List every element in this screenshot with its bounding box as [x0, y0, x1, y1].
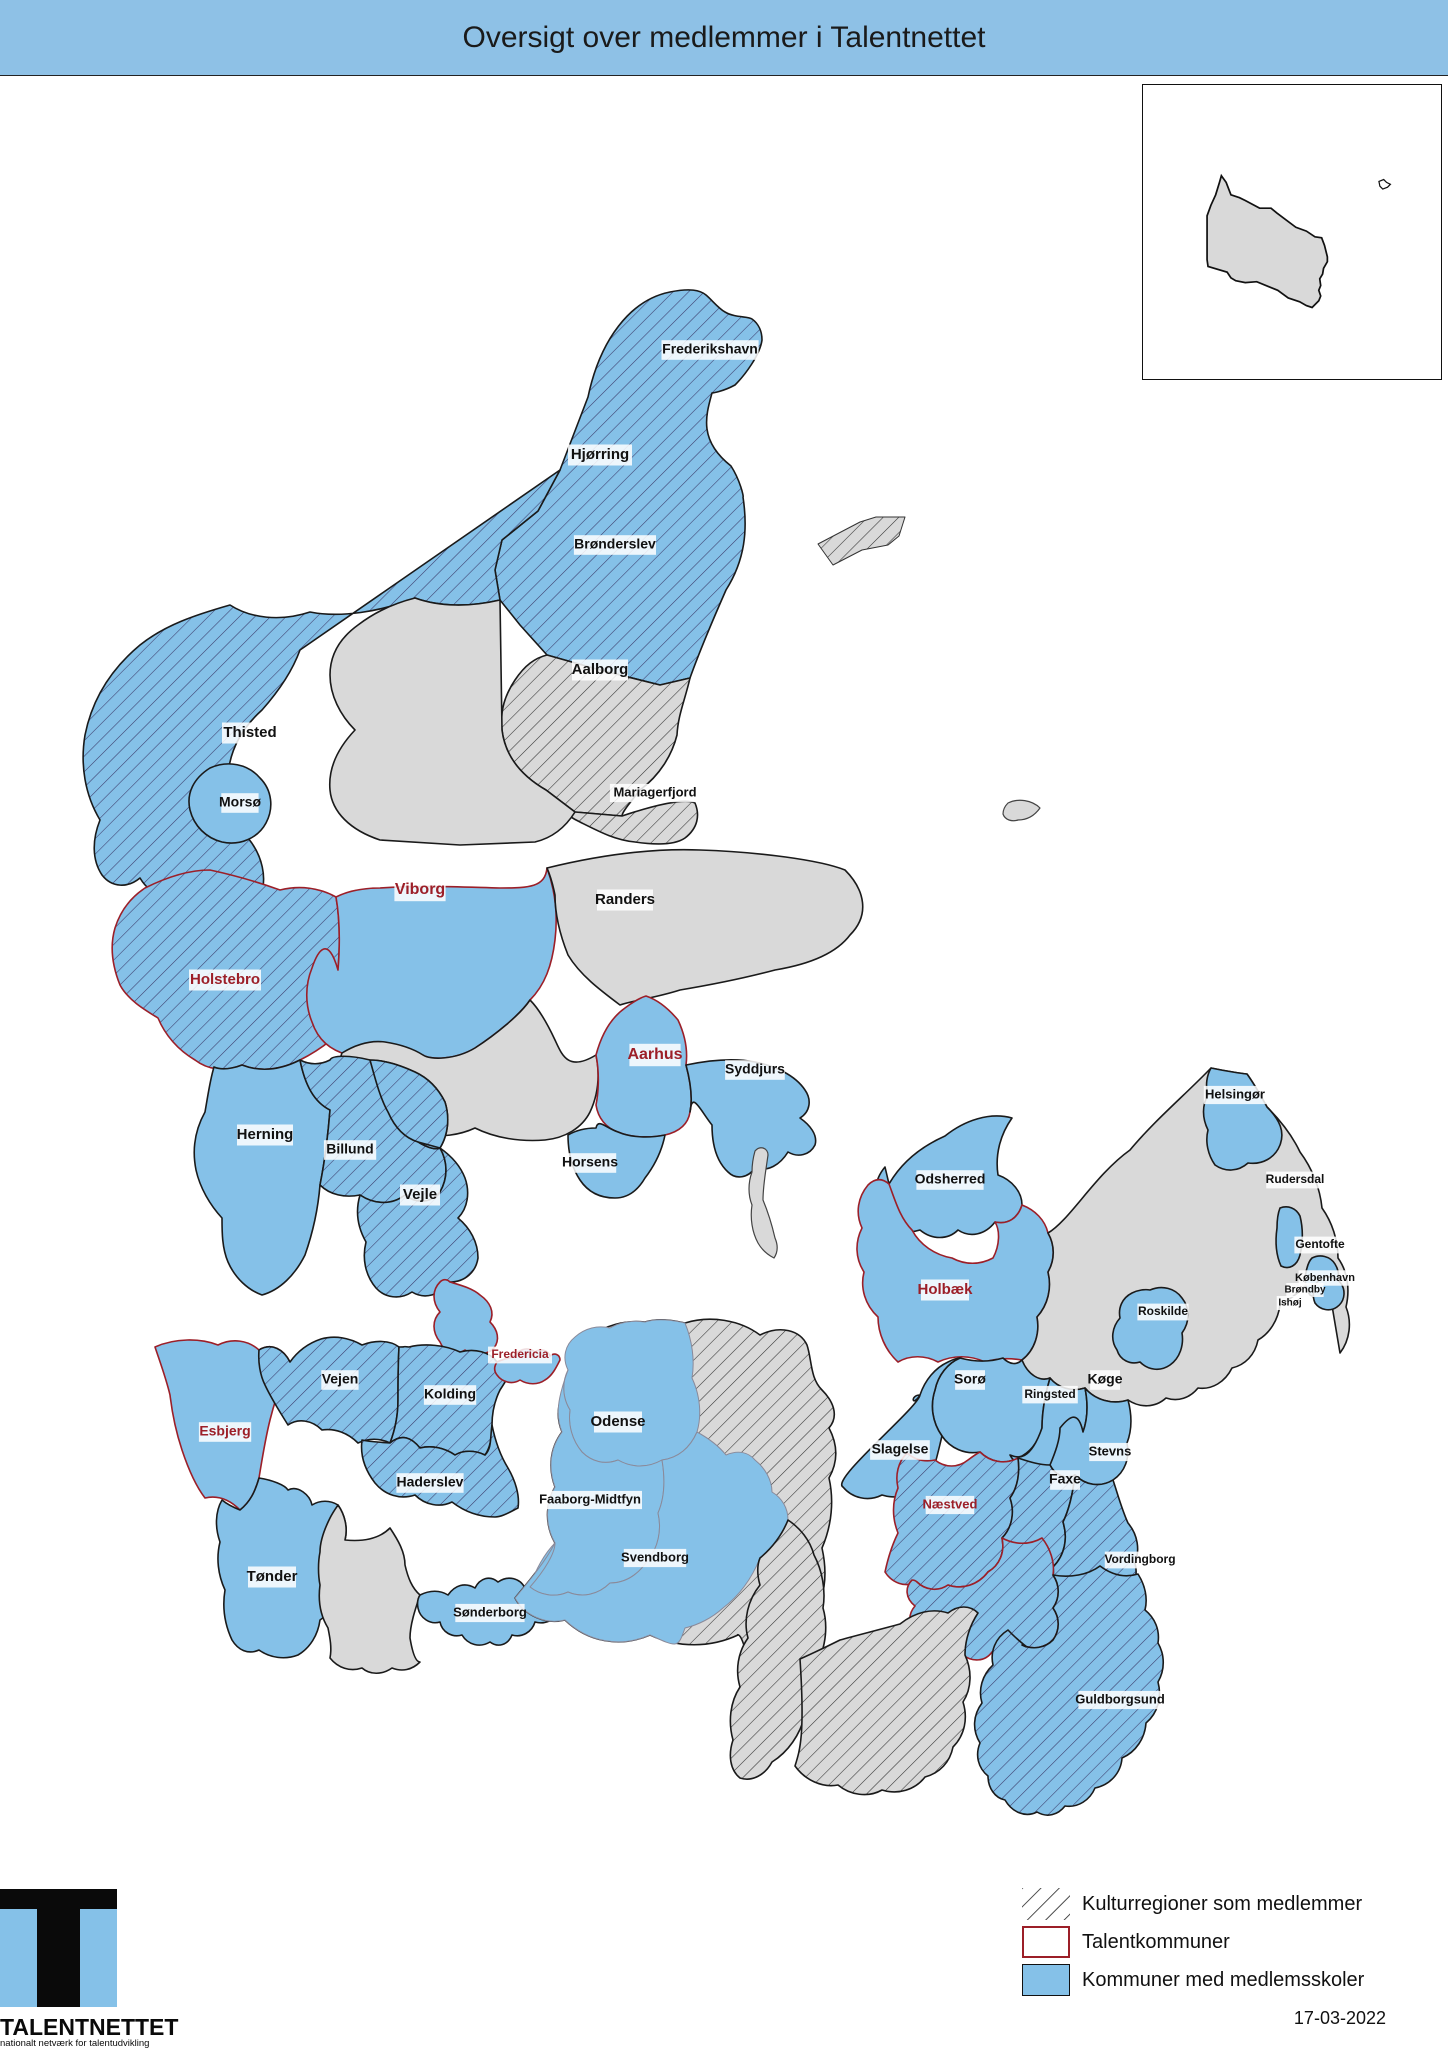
svg-text:Thisted: Thisted: [223, 724, 276, 741]
svg-text:Sorø: Sorø: [954, 1371, 986, 1387]
svg-text:Randers: Randers: [595, 891, 655, 908]
svg-text:Hjørring: Hjørring: [571, 446, 629, 463]
svg-text:Slagelse: Slagelse: [872, 1441, 929, 1457]
svg-text:Brønderslev: Brønderslev: [574, 536, 656, 552]
svg-text:Herning: Herning: [237, 1126, 294, 1143]
svg-text:Haderslev: Haderslev: [397, 1474, 464, 1490]
svg-text:Ishøj: Ishøj: [1278, 1298, 1302, 1309]
svg-text:Brøndby: Brøndby: [1284, 1285, 1326, 1296]
svg-text:København: København: [1295, 1272, 1355, 1284]
svg-text:Vejle: Vejle: [403, 1186, 437, 1203]
svg-text:Kolding: Kolding: [424, 1386, 476, 1402]
svg-text:Viborg: Viborg: [395, 881, 445, 898]
svg-text:Odense: Odense: [590, 1413, 645, 1430]
svg-text:Gentofte: Gentofte: [1295, 1237, 1345, 1251]
svg-text:Guldborgsund: Guldborgsund: [1075, 1691, 1165, 1706]
svg-text:Holstebro: Holstebro: [190, 971, 260, 988]
svg-text:Stevns: Stevns: [1089, 1443, 1132, 1458]
svg-text:Vordingborg: Vordingborg: [1104, 1552, 1175, 1566]
svg-text:Faaborg-Midtfyn: Faaborg-Midtfyn: [539, 1491, 641, 1506]
svg-text:Odsherred: Odsherred: [915, 1171, 986, 1187]
svg-text:Tønder: Tønder: [247, 1568, 298, 1585]
svg-text:Rudersdal: Rudersdal: [1266, 1172, 1325, 1186]
svg-text:Ringsted: Ringsted: [1024, 1387, 1075, 1401]
svg-text:Aalborg: Aalborg: [572, 661, 629, 678]
svg-text:Roskilde: Roskilde: [1138, 1304, 1188, 1318]
svg-text:Køge: Køge: [1088, 1371, 1123, 1387]
svg-text:Esbjerg: Esbjerg: [199, 1423, 250, 1439]
svg-text:Morsø: Morsø: [219, 794, 261, 810]
svg-text:Helsingør: Helsingør: [1205, 1086, 1265, 1101]
svg-text:Vejen: Vejen: [322, 1371, 359, 1387]
svg-text:Næstved: Næstved: [923, 1496, 978, 1511]
svg-text:Holbæk: Holbæk: [917, 1281, 973, 1298]
svg-text:Horsens: Horsens: [562, 1154, 618, 1170]
svg-text:Fredericia: Fredericia: [491, 1347, 549, 1361]
svg-text:Aarhus: Aarhus: [627, 1046, 682, 1063]
svg-text:Sønderborg: Sønderborg: [453, 1604, 527, 1619]
svg-text:Faxe: Faxe: [1049, 1471, 1081, 1487]
svg-text:Svendborg: Svendborg: [621, 1549, 689, 1564]
svg-text:Mariagerfjord: Mariagerfjord: [613, 784, 696, 799]
svg-text:Billund: Billund: [326, 1141, 373, 1157]
svg-text:Frederikshavn: Frederikshavn: [662, 341, 758, 357]
svg-text:Syddjurs: Syddjurs: [725, 1061, 785, 1077]
